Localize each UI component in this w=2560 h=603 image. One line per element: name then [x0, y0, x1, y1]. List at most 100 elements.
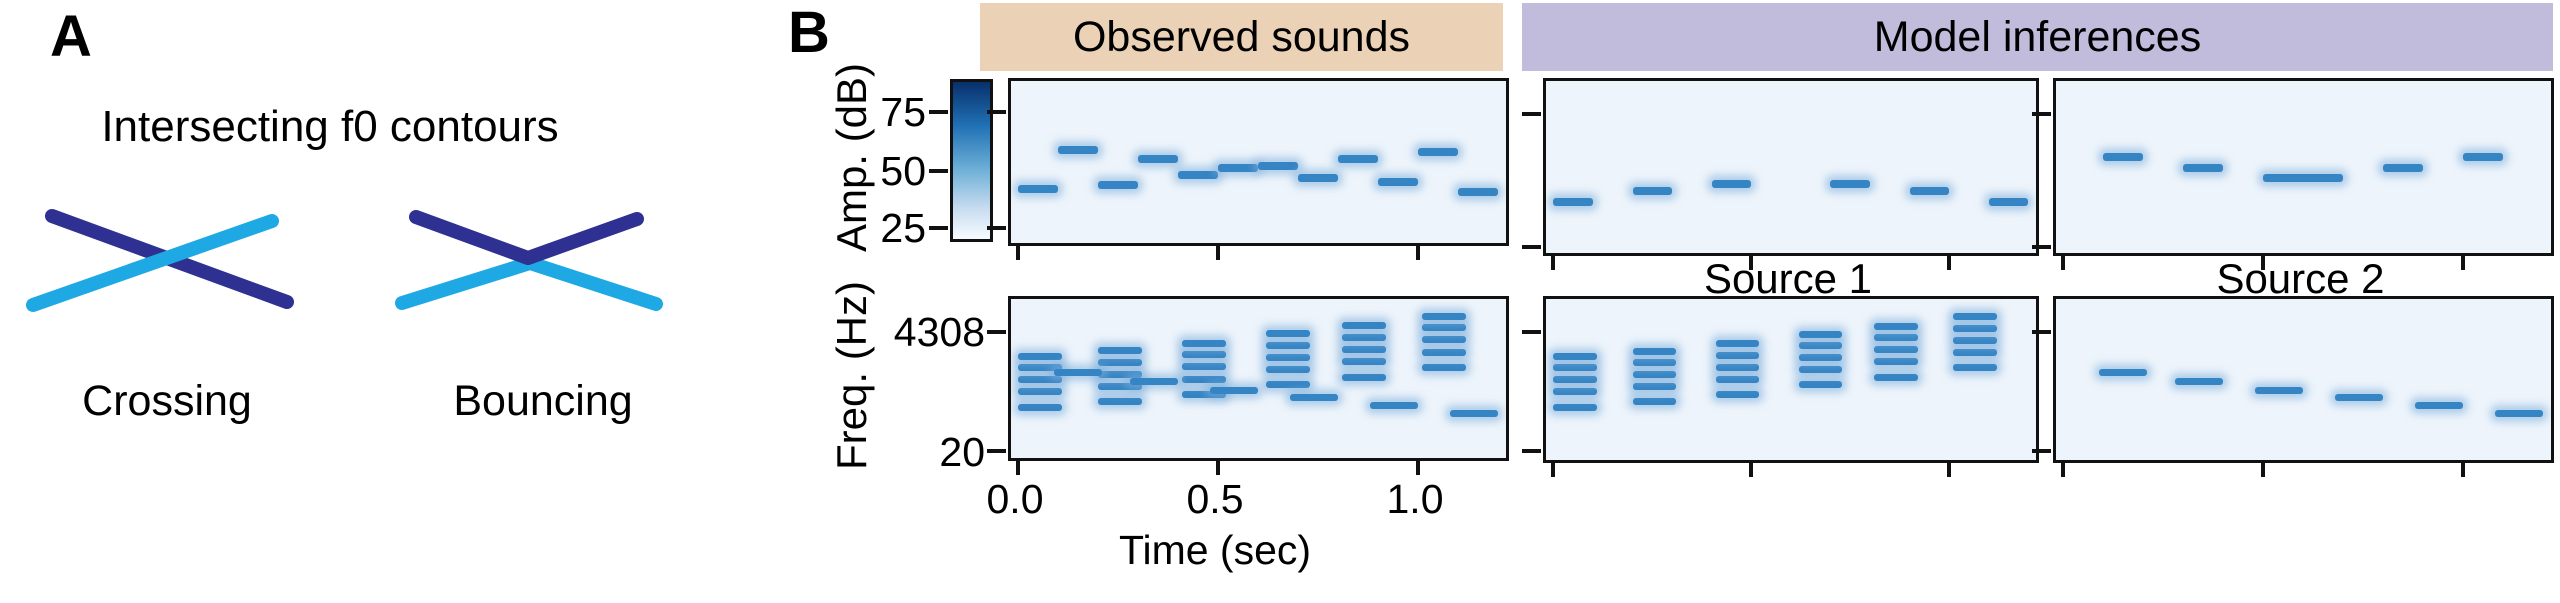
note-segment [1715, 391, 1760, 399]
note-segment [1266, 366, 1311, 374]
note-segment [1715, 351, 1760, 359]
note-segment [2255, 387, 2304, 395]
amp-tick-50: 50 [880, 148, 926, 194]
axis-tick [2461, 255, 2466, 270]
axis-tick [1947, 255, 1952, 270]
note-segment [1182, 363, 1227, 371]
amp-tick-75: 75 [880, 89, 926, 135]
axis-tick [1551, 462, 1556, 477]
note-segment [1098, 180, 1139, 189]
note-segment [1798, 366, 1843, 374]
note-segment [2415, 401, 2464, 409]
note-segment [1632, 347, 1677, 355]
axis-tick [1551, 255, 1556, 270]
note-segment [1553, 364, 1597, 372]
source1-frequency-plot [1543, 296, 2039, 463]
note-segment [1953, 336, 1997, 344]
freq-tick-20: 20 [939, 429, 985, 475]
note-segment [2495, 409, 2544, 417]
note-segment [1018, 352, 1063, 360]
axis-tick [987, 226, 1006, 230]
note-segment [1338, 155, 1379, 164]
bouncing-dark-contour-line [409, 210, 644, 265]
axis-tick [987, 329, 1006, 334]
crossing-label: Crossing [82, 377, 252, 425]
axis-tick [1749, 255, 1754, 270]
note-segment [1370, 401, 1419, 409]
note-segment [1342, 333, 1387, 341]
source2-amplitude-plot [2053, 78, 2554, 256]
crossing-light-contour-line [26, 214, 279, 312]
observed-frequency-plot [1008, 296, 1509, 461]
time-tick-0.5: 0.5 [1186, 476, 1244, 522]
note-segment [2335, 394, 2384, 402]
intersecting-f0-title: Intersecting f0 contours [101, 102, 559, 151]
model-inferences-header: Model inferences [1522, 3, 2553, 71]
note-segment [1018, 388, 1063, 396]
panel-b-label: B [788, 0, 830, 65]
note-segment [1258, 162, 1299, 171]
note-segment [1632, 187, 1673, 196]
note-segment [1422, 363, 1467, 371]
note-segment [1953, 313, 1997, 321]
note-segment [1715, 363, 1760, 371]
time-tick-1.0: 1.0 [1386, 476, 1444, 522]
note-segment [1874, 358, 1918, 366]
note-segment [1422, 324, 1467, 332]
note-segment [1798, 353, 1843, 361]
axis-tick [2032, 448, 2051, 453]
note-segment [1798, 330, 1843, 338]
note-segment [1182, 375, 1227, 383]
note-segment [1988, 198, 2029, 207]
note-segment [1553, 198, 1593, 207]
note-segment [1098, 370, 1143, 378]
axis-tick [2032, 111, 2051, 116]
axis-tick [1216, 245, 1221, 260]
note-segment [1953, 348, 1997, 356]
axis-tick [2261, 462, 2266, 477]
note-segment [1953, 364, 1997, 372]
note-segment [1098, 382, 1143, 390]
note-segment [1342, 358, 1387, 366]
note-segment [1130, 378, 1179, 386]
note-segment [1298, 173, 1339, 182]
colorbar-tick-50 [929, 169, 948, 173]
note-segment [1909, 187, 1950, 196]
axis-tick [987, 449, 1006, 454]
note-segment [1054, 369, 1103, 377]
note-segment [1266, 341, 1311, 349]
note-segment [1018, 363, 1063, 371]
axis-tick [2032, 245, 2051, 250]
note-segment [1290, 394, 1339, 402]
note-segment [2183, 163, 2224, 172]
note-segment [1458, 187, 1499, 196]
bouncing-light-contour-line [395, 256, 663, 311]
note-segment [1422, 312, 1467, 320]
axis-tick [1016, 460, 1021, 475]
note-segment [1874, 346, 1918, 354]
note-segment [1632, 383, 1677, 390]
note-segment [1830, 179, 1871, 188]
note-segment [1798, 342, 1843, 350]
amp-tick-25: 25 [880, 205, 926, 251]
amplitude-colorbar [950, 79, 993, 242]
axis-tick [2061, 255, 2066, 270]
source-1-label: Source 1 [1703, 255, 1873, 302]
note-segment [1632, 370, 1677, 378]
note-segment [1018, 185, 1059, 194]
axis-tick [1522, 330, 1541, 335]
note-segment [2383, 163, 2424, 172]
note-segment [1342, 373, 1387, 381]
note-segment [2463, 152, 2504, 161]
note-segment [1874, 323, 1918, 330]
note-segment [1450, 409, 1499, 417]
crossing-diagram [26, 209, 294, 312]
axis-tick [2061, 462, 2066, 477]
note-segment [1018, 375, 1063, 383]
axis-tick [2461, 462, 2466, 477]
note-segment [1418, 148, 1459, 157]
axis-tick [1522, 448, 1541, 453]
bouncing-diagram [395, 210, 663, 311]
axis-tick [1947, 462, 1952, 477]
time-axis-label: Time (sec) [1118, 527, 1312, 573]
